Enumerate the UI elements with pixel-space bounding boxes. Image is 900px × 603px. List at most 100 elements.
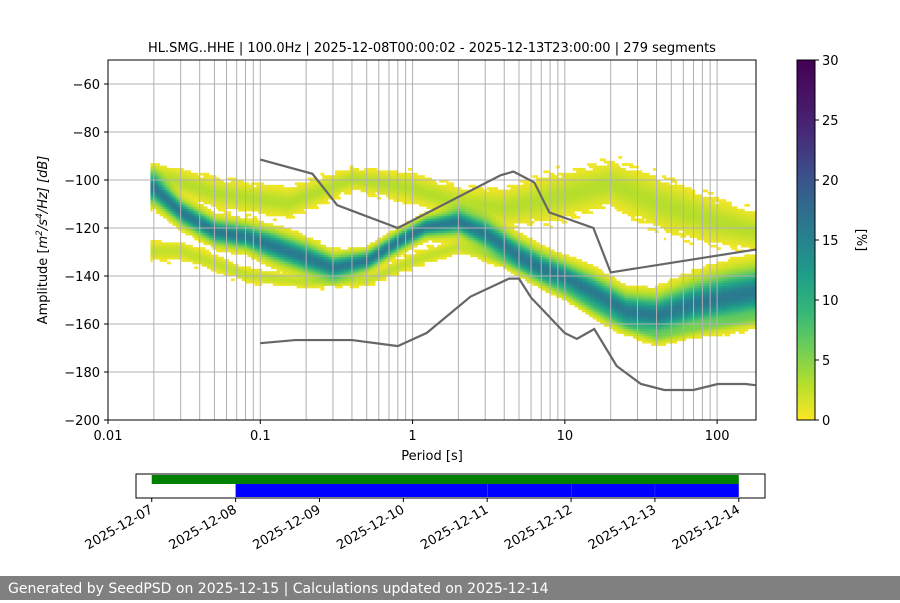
density-cell (201, 182, 204, 186)
density-cell (302, 189, 305, 193)
density-cell (378, 273, 381, 277)
density-cell (216, 206, 219, 210)
density-cell (190, 199, 193, 202)
density-cell (187, 184, 190, 188)
density-cell (245, 218, 248, 222)
density-cell (243, 276, 246, 279)
density-cell (210, 184, 213, 188)
density-cell (176, 204, 179, 207)
density-cell (287, 276, 290, 279)
density-cell (300, 237, 303, 241)
density-cell (183, 184, 186, 188)
density-cell (181, 247, 184, 250)
density-cell (197, 189, 201, 193)
density-cell (190, 232, 193, 236)
density-cell (324, 259, 327, 262)
density-cell (201, 172, 204, 176)
density-cell (230, 271, 233, 274)
density-cell (349, 278, 352, 282)
density-cell (283, 276, 286, 279)
density-cell (269, 228, 272, 231)
density-cell (391, 230, 394, 234)
density-cell (344, 180, 347, 183)
density-cell (212, 235, 215, 238)
density-cell (422, 235, 425, 238)
density-cell (210, 261, 213, 265)
density-cell (163, 208, 166, 212)
density-cell (318, 276, 321, 279)
density-cell (282, 213, 285, 217)
density-cell (174, 189, 177, 193)
density-cell (229, 268, 232, 272)
density-cell (261, 261, 265, 265)
density-cell (190, 225, 193, 229)
density-cell (258, 228, 261, 231)
density-cell (371, 276, 374, 279)
density-cell (402, 264, 405, 267)
density-cell (298, 182, 301, 186)
density-cell (216, 223, 219, 226)
density-cell (254, 237, 257, 241)
density-cell (289, 228, 292, 231)
density-cell (393, 271, 396, 274)
density-cell (161, 199, 164, 202)
density-cell (356, 252, 360, 255)
density-cell (272, 211, 276, 214)
density-cell (424, 240, 427, 243)
density-cell (283, 240, 286, 243)
density-cell (351, 268, 354, 272)
density-cell (428, 206, 431, 210)
density-cell (205, 242, 208, 246)
density-cell (243, 225, 246, 229)
density-cell (322, 175, 325, 178)
density-cell (190, 177, 193, 181)
density-cell (428, 249, 431, 253)
density-cell (274, 194, 277, 198)
density-cell (252, 187, 255, 190)
density-cell (287, 266, 290, 270)
density-cell (232, 249, 235, 253)
density-cell (408, 232, 411, 236)
density-cell (307, 244, 310, 248)
density-cell (245, 196, 248, 200)
density-cell (196, 213, 199, 217)
density-cell (369, 283, 372, 286)
density-cell (389, 232, 392, 236)
density-cell (221, 244, 224, 248)
density-cell (424, 196, 427, 200)
density-cell (181, 180, 184, 183)
density-cell (254, 235, 257, 238)
density-cell (426, 213, 429, 217)
density-cell (192, 204, 195, 207)
density-cell (349, 165, 352, 169)
density-cell (247, 271, 250, 274)
density-cell (155, 211, 159, 214)
density-cell (345, 254, 349, 258)
density-cell (214, 175, 217, 178)
density-cell (190, 182, 193, 186)
density-cell (335, 170, 338, 174)
density-cell (384, 266, 387, 270)
density-cell (389, 184, 392, 188)
density-cell (276, 237, 279, 241)
density-cell (316, 182, 319, 186)
density-cell (420, 201, 424, 205)
density-cell (183, 189, 186, 193)
density-cell (239, 199, 243, 202)
density-cell (409, 261, 413, 265)
density-cell (298, 276, 301, 279)
density-cell (174, 196, 177, 200)
density-cell (250, 230, 254, 234)
density-cell (223, 216, 226, 219)
density-cell (168, 175, 171, 178)
density-cell (358, 261, 361, 265)
density-cell (188, 213, 191, 217)
density-cell (298, 232, 301, 236)
density-cell (245, 235, 248, 238)
density-cell (187, 230, 190, 234)
density-cell (355, 184, 358, 188)
density-cell (203, 180, 206, 183)
density-cell (269, 259, 272, 262)
density-cell (263, 196, 266, 200)
density-cell (168, 242, 171, 246)
